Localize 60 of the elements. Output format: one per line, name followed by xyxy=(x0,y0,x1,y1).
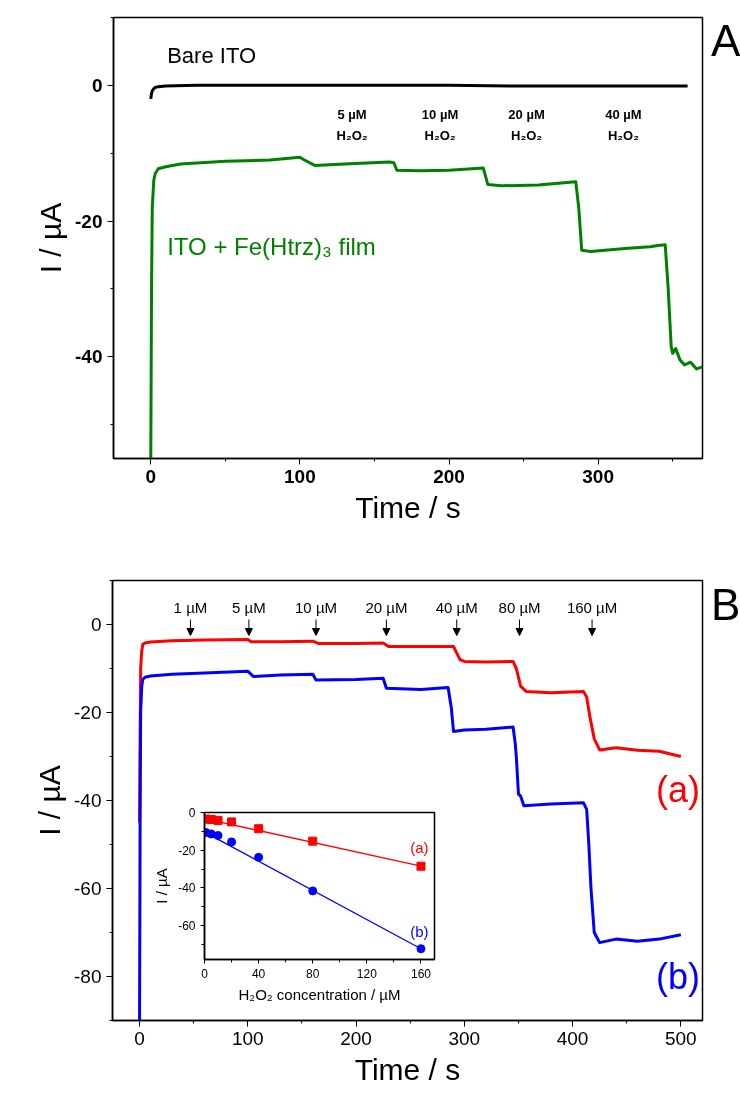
y-tick-label: -40 xyxy=(74,790,102,811)
x-tick-label: 0 xyxy=(145,465,157,487)
x-tick-label: 300 xyxy=(582,465,614,487)
x-axis-title: Time / s xyxy=(354,1052,461,1086)
y-tick-label: -60 xyxy=(178,919,196,934)
text: B xyxy=(711,580,740,629)
annotation: 5 µM xyxy=(232,598,266,616)
annotation: 1 µM xyxy=(173,598,208,616)
x-tick-label: 0 xyxy=(134,1027,145,1049)
y-tick-label: 0 xyxy=(91,74,103,96)
y-tick-label: -40 xyxy=(75,346,103,368)
y-tick-label: 0 xyxy=(90,614,102,635)
y-tick-label: -80 xyxy=(74,966,102,987)
x-tick-label: 80 xyxy=(306,966,320,981)
series-label: (b) xyxy=(410,922,429,940)
point xyxy=(254,852,264,862)
x-tick-label: 0 xyxy=(201,966,209,981)
point xyxy=(213,815,223,825)
point xyxy=(227,817,237,827)
annotation: 5 µM H₂O₂ xyxy=(336,107,368,144)
annotation: 40 µM H₂O₂ xyxy=(605,107,642,144)
point xyxy=(416,944,426,954)
annotation: 10 µM H₂O₂ xyxy=(421,107,459,144)
x-tick-label: 40 xyxy=(251,966,266,981)
series-label: Bare ITO xyxy=(167,42,257,68)
annotation: 160 µM xyxy=(566,598,618,616)
annotation: 10 µM xyxy=(295,598,338,616)
y-axis-title: I / µA xyxy=(33,765,67,836)
point xyxy=(308,836,318,846)
annotation: 40 µM xyxy=(435,598,478,616)
line-series xyxy=(149,83,690,101)
y-axis-title: I / µA xyxy=(153,868,171,904)
annotation: 80 µM xyxy=(498,598,541,616)
point xyxy=(227,837,237,847)
y-tick-label: -60 xyxy=(74,878,102,899)
x-tick-label: 300 xyxy=(448,1027,481,1049)
x-axis-title: Time / s xyxy=(355,490,461,524)
x-axis-title: H₂O₂ concentration / µM xyxy=(238,985,401,1003)
y-axis-title: I / µA xyxy=(34,202,68,274)
x-tick-label: 100 xyxy=(284,465,316,487)
point xyxy=(416,861,426,871)
y-tick-label: 0 xyxy=(188,806,196,820)
y-tick-label: -20 xyxy=(178,843,196,858)
annotation: 20 µM xyxy=(365,598,408,616)
x-tick-label: 500 xyxy=(665,1027,697,1049)
y-tick-label: -40 xyxy=(178,881,196,896)
x-tick-label: 120 xyxy=(356,966,378,981)
series-label: ITO + Fe(Htrz)₃ film xyxy=(167,232,376,260)
series-label: (a) xyxy=(655,768,700,810)
series-label: (a) xyxy=(410,838,429,856)
text: A xyxy=(711,16,740,65)
annotation: 20 µM H₂O₂ xyxy=(508,107,545,144)
x-tick-label: 400 xyxy=(556,1027,589,1049)
x-tick-label: 200 xyxy=(433,465,465,487)
x-tick-label: 100 xyxy=(231,1027,264,1049)
y-tick-label: -20 xyxy=(75,210,103,232)
y-tick-label: -20 xyxy=(74,702,102,723)
x-tick-label: 160 xyxy=(410,966,432,981)
series-label: (b) xyxy=(655,956,700,997)
x-tick-label: 200 xyxy=(340,1027,372,1049)
